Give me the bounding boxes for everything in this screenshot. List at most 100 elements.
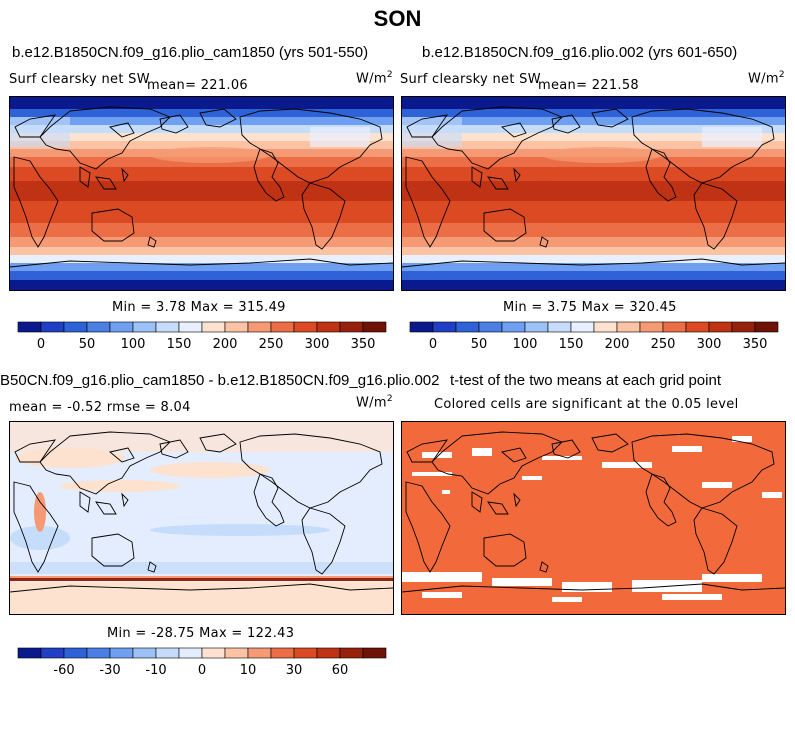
coastline-4 [159,439,189,459]
colorbar-box-7 [178,321,203,333]
panel3-map-plot [10,422,393,614]
coastline-4 [551,439,581,459]
coastline-13 [513,167,521,183]
coastline-1 [645,148,677,202]
coastline-3 [591,433,629,453]
diff-so-core [10,578,393,581]
diff-n-asia-patch [15,448,125,468]
lat-band-3 [402,125,785,133]
panel3-stats-label: mean = -0.52 rmse = 8.04 [9,400,191,415]
panel2-colorbar: 0 50 100 150 200 250 300 350 [409,321,779,354]
colorbar-box-4 [501,321,526,333]
mid-pacific-patch [542,147,662,163]
lat-band-5 [10,141,393,149]
lat-band-2 [10,117,393,125]
colorbar-tick-label: 60 [332,663,349,678]
coastline-6 [431,106,563,170]
lat-band-0 [10,97,393,109]
lowsw-patch-n-atlantic [702,127,762,147]
lat-band-17 [402,280,785,290]
colorbar-tick-label: 30 [286,663,303,678]
mid-pacific-patch [150,147,270,163]
nonsig-cell-13 [562,582,612,592]
panel1-map [9,96,394,291]
coastline-6 [431,431,563,495]
colorbar-box-8 [593,321,618,333]
colorbar-box-5 [524,321,549,333]
lat-band-15 [402,263,785,271]
colorbar-box-12 [293,647,318,659]
colorbar-tick-label: 250 [259,337,284,352]
coastline-9 [471,491,483,513]
colorbar-box-14 [339,647,364,659]
colorbar-box-4 [109,321,134,333]
page-title: SON [373,6,422,31]
coastline-7 [406,439,448,463]
nonsig-cell-5 [732,436,752,442]
colorbar-box-5 [132,647,157,659]
coastline-8 [13,481,59,573]
coastline-6 [39,431,171,495]
diff-tropic-patch [60,480,180,492]
coastline-10 [487,501,509,515]
colorbar-box-13 [316,647,341,659]
coastline-13 [513,492,521,508]
colorbar-box-11 [270,321,295,333]
lat-band-2 [402,117,785,125]
panel2-map [401,96,786,291]
nonsig-cell-11 [402,572,482,582]
lat-band-13 [402,247,785,255]
coastline-12 [147,561,157,573]
lat-band-15 [10,263,393,271]
coastline-10 [487,176,509,190]
coastline-14 [10,258,393,268]
coastline-3 [199,433,237,453]
lat-band-14 [10,255,393,263]
coastline-2 [693,507,738,575]
nonsig-cell-15 [702,574,762,582]
coastline-12 [147,236,157,248]
coastline-7 [14,439,56,463]
nonsig-cell-1 [472,448,492,456]
colorbar-tick-label: 100 [513,337,538,352]
coastline-11 [483,533,527,567]
diff-africa-patch [10,526,70,550]
coastline-2 [693,182,738,250]
lat-band-4 [402,133,785,141]
lat-band-16 [10,271,393,280]
coastline-10 [95,501,117,515]
lat-band-14 [402,255,785,263]
colorbar-tick-label: 150 [167,337,192,352]
lat-band-9 [402,181,785,201]
maritime-patch [472,182,572,196]
lowsw-patch-n-asia [402,117,462,147]
colorbar-box-14 [339,321,364,333]
panel3-colorbar: -60 -30 -10 0 10 30 60 [17,647,387,680]
colorbar-box-10 [247,647,272,659]
colorbar-tick-label: 200 [213,337,238,352]
lat-band-10 [402,201,785,223]
colorbar-box-3 [86,647,111,659]
panel3-colorbar-svg: -60 -30 -10 0 10 30 60 [17,647,387,678]
lat-band-17 [10,280,393,290]
colorbar-box-10 [247,321,272,333]
diff-s-pacific-patch [150,524,330,536]
coastline-5 [501,122,527,138]
colorbar-tick-label: 0 [37,337,45,352]
colorbar-box-0 [409,321,434,333]
nonsig-cell-7 [522,476,542,480]
lat-band-5 [402,141,785,149]
coastline-3 [591,108,629,128]
lat-band-11 [402,223,785,237]
colorbar-box-0 [17,647,42,659]
coastline-3 [199,108,237,128]
coastline-8 [405,481,451,573]
panel3-units: W/m2 [356,394,393,411]
panel2-map-plot [402,97,785,290]
panel1-units: W/m2 [356,70,393,87]
diff-e-atlantic-patch [34,492,46,532]
lat-band-13 [10,247,393,255]
coastline-9 [79,166,91,188]
colorbar-box-6 [155,647,180,659]
colorbar-box-4 [109,647,134,659]
